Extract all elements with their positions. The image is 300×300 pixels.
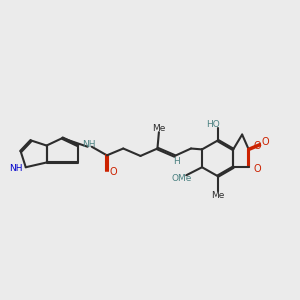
Text: Me: Me xyxy=(152,124,166,133)
Text: NH: NH xyxy=(82,140,96,149)
Text: Me: Me xyxy=(211,191,224,200)
Text: O: O xyxy=(253,164,261,174)
Text: O: O xyxy=(262,137,269,147)
Text: O: O xyxy=(253,141,261,152)
Text: OMe: OMe xyxy=(172,174,192,183)
Text: HO: HO xyxy=(206,120,220,129)
Text: H: H xyxy=(173,157,179,166)
Text: NH: NH xyxy=(9,164,23,173)
Text: O: O xyxy=(110,167,118,177)
